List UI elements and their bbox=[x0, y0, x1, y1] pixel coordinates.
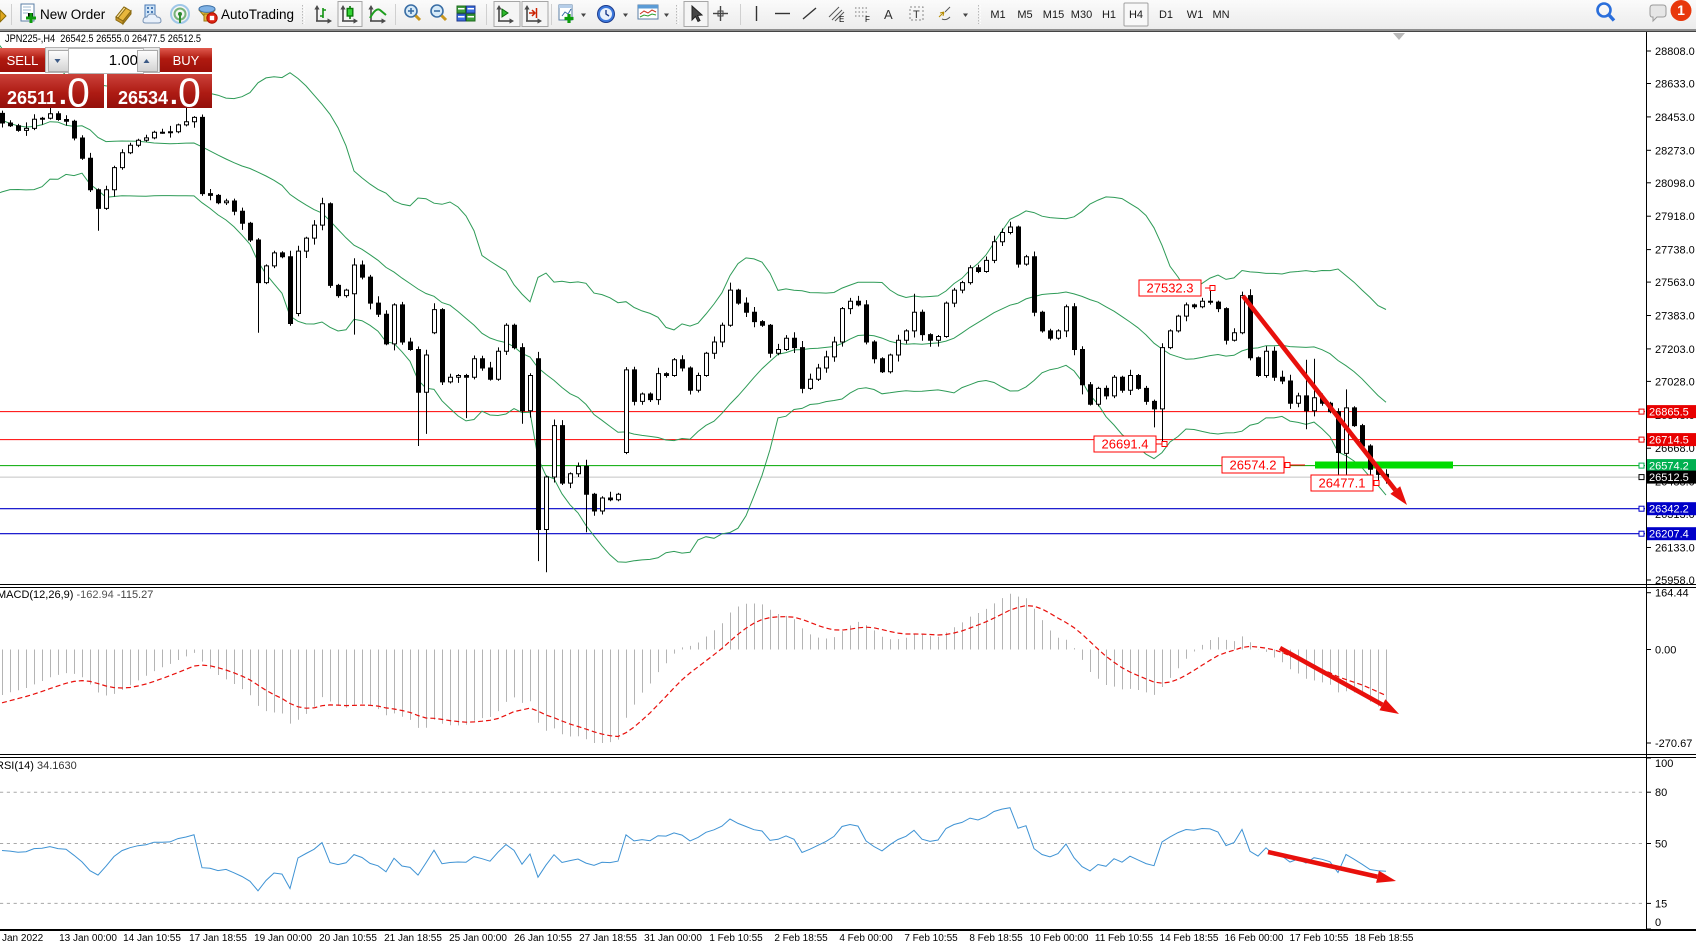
svg-text:28453.0: 28453.0 bbox=[1655, 112, 1695, 124]
svg-text:27203.0: 27203.0 bbox=[1655, 344, 1695, 356]
svg-text:50: 50 bbox=[1655, 839, 1667, 851]
svg-text:2 Feb 18:55: 2 Feb 18:55 bbox=[774, 933, 828, 944]
svg-text:14 Jan 10:55: 14 Jan 10:55 bbox=[123, 933, 181, 944]
svg-text:28273.0: 28273.0 bbox=[1655, 145, 1695, 157]
svg-text:17 Jan 18:55: 17 Jan 18:55 bbox=[189, 933, 247, 944]
svg-text:26668.0: 26668.0 bbox=[1655, 443, 1695, 455]
svg-text:.: . bbox=[170, 79, 178, 108]
svg-text:21 Jan 18:55: 21 Jan 18:55 bbox=[384, 933, 442, 944]
svg-text:26133.0: 26133.0 bbox=[1655, 543, 1695, 555]
svg-text:A: A bbox=[884, 7, 893, 22]
svg-text:1 Feb 10:55: 1 Feb 10:55 bbox=[709, 933, 763, 944]
svg-text:26477.1: 26477.1 bbox=[1319, 476, 1366, 491]
svg-text:-270.67: -270.67 bbox=[1655, 738, 1692, 750]
svg-text:28633.0: 28633.0 bbox=[1655, 79, 1695, 91]
svg-text:27918.0: 27918.0 bbox=[1655, 211, 1695, 223]
svg-text:26207.4: 26207.4 bbox=[1649, 529, 1689, 541]
svg-text:H1: H1 bbox=[1102, 9, 1116, 21]
svg-text:19 Jan 00:00: 19 Jan 00:00 bbox=[254, 933, 312, 944]
svg-text:26342.2: 26342.2 bbox=[1649, 504, 1689, 516]
svg-text:26691.4: 26691.4 bbox=[1102, 437, 1149, 452]
svg-text:20 Jan 10:55: 20 Jan 10:55 bbox=[319, 933, 377, 944]
svg-text:T: T bbox=[913, 9, 920, 21]
svg-text:Jan 2022: Jan 2022 bbox=[2, 933, 44, 944]
svg-text:0: 0 bbox=[178, 74, 201, 108]
svg-text:JPN225-,H4 26542.5 26555.0 26: JPN225-,H4 26542.5 26555.0 26477.5 26512… bbox=[5, 33, 201, 45]
svg-text:27 Jan 18:55: 27 Jan 18:55 bbox=[579, 933, 637, 944]
svg-text:26534: 26534 bbox=[118, 88, 168, 108]
svg-text:0: 0 bbox=[1655, 917, 1661, 929]
svg-text:1: 1 bbox=[1677, 2, 1685, 18]
svg-text:164.44: 164.44 bbox=[1655, 588, 1689, 600]
svg-text:26512.5: 26512.5 bbox=[1649, 472, 1689, 484]
svg-text:16 Feb 00:00: 16 Feb 00:00 bbox=[1225, 933, 1284, 944]
svg-text:M5: M5 bbox=[1017, 9, 1032, 21]
svg-text:26 Jan 10:55: 26 Jan 10:55 bbox=[514, 933, 572, 944]
svg-text:E: E bbox=[839, 15, 844, 24]
svg-text:.: . bbox=[59, 79, 67, 108]
svg-text:14 Feb 18:55: 14 Feb 18:55 bbox=[1160, 933, 1219, 944]
svg-text:26574.2: 26574.2 bbox=[1649, 461, 1689, 473]
svg-text:M30: M30 bbox=[1071, 9, 1092, 21]
svg-text:27738.0: 27738.0 bbox=[1655, 245, 1695, 257]
svg-text:25958.0: 25958.0 bbox=[1655, 575, 1695, 587]
svg-text:4 Feb 00:00: 4 Feb 00:00 bbox=[839, 933, 893, 944]
svg-text:M15: M15 bbox=[1043, 9, 1064, 21]
svg-text:0: 0 bbox=[67, 74, 90, 108]
svg-text:0.00: 0.00 bbox=[1655, 645, 1676, 657]
svg-text:15: 15 bbox=[1655, 898, 1667, 910]
svg-text:80: 80 bbox=[1655, 787, 1667, 799]
svg-text:D1: D1 bbox=[1159, 9, 1173, 21]
svg-text:100: 100 bbox=[1655, 758, 1673, 770]
svg-text:26511: 26511 bbox=[7, 88, 56, 108]
svg-text:13 Jan 00:00: 13 Jan 00:00 bbox=[59, 933, 117, 944]
svg-text:F: F bbox=[865, 15, 870, 24]
svg-text:MN: MN bbox=[1212, 9, 1229, 21]
svg-text:31 Jan 00:00: 31 Jan 00:00 bbox=[644, 933, 702, 944]
svg-text:26574.2: 26574.2 bbox=[1230, 458, 1277, 473]
svg-text:AutoTrading: AutoTrading bbox=[221, 7, 294, 22]
svg-text:RSI(14) 34.1630: RSI(14) 34.1630 bbox=[0, 760, 77, 772]
svg-text:10 Feb 00:00: 10 Feb 00:00 bbox=[1030, 933, 1089, 944]
svg-text:17 Feb 10:55: 17 Feb 10:55 bbox=[1290, 933, 1349, 944]
svg-text:28808.0: 28808.0 bbox=[1655, 46, 1695, 58]
svg-text:W1: W1 bbox=[1187, 9, 1204, 21]
svg-text:27532.3: 27532.3 bbox=[1147, 281, 1194, 296]
svg-text:27563.0: 27563.0 bbox=[1655, 277, 1695, 289]
svg-text:27383.0: 27383.0 bbox=[1655, 311, 1695, 323]
svg-text:11 Feb 10:55: 11 Feb 10:55 bbox=[1095, 933, 1154, 944]
svg-text:MACD(12,26,9) -162.94 -115.27: MACD(12,26,9) -162.94 -115.27 bbox=[0, 589, 153, 601]
svg-text:7 Feb 10:55: 7 Feb 10:55 bbox=[904, 933, 958, 944]
svg-text:28098.0: 28098.0 bbox=[1655, 178, 1695, 190]
svg-text:26865.5: 26865.5 bbox=[1649, 407, 1689, 419]
svg-text:New Order: New Order bbox=[40, 7, 106, 22]
svg-text:H4: H4 bbox=[1129, 9, 1143, 21]
svg-text:26714.5: 26714.5 bbox=[1649, 435, 1689, 447]
svg-text:M1: M1 bbox=[990, 9, 1005, 21]
svg-text:25 Jan 00:00: 25 Jan 00:00 bbox=[449, 933, 507, 944]
svg-text:27028.0: 27028.0 bbox=[1655, 376, 1695, 388]
svg-text:18 Feb 18:55: 18 Feb 18:55 bbox=[1355, 933, 1414, 944]
svg-text:8 Feb 18:55: 8 Feb 18:55 bbox=[969, 933, 1023, 944]
